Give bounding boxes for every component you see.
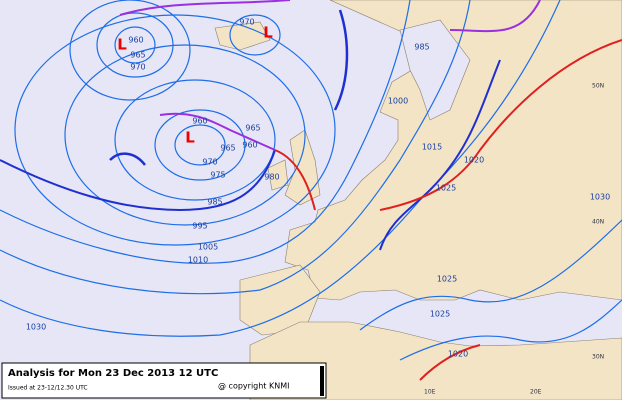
baltic-sea [399,19,471,121]
pressure-center: L [185,129,195,147]
isobar [14,14,336,246]
africa [249,321,622,400]
isobar-label: 985 [414,43,429,52]
occluded-front [119,0,291,16]
isobar [0,0,411,264]
isobar [114,26,156,64]
isobar [64,44,306,226]
isobar-label: 960 [242,141,257,150]
isobar [229,14,281,56]
isobar-label: 1015 [422,143,442,152]
isobar-label: 970 [130,63,145,72]
ireland [267,159,289,191]
isobar-label: 965 [220,144,235,153]
occluded-front [159,112,276,151]
isobar [69,0,191,101]
iceland [214,21,271,51]
isobar-label: 965 [130,51,145,60]
isobar-label: 970 [202,158,217,167]
issued: Issued at 23-12/12.30 UTC [8,385,88,392]
isobar-label: 1000 [388,97,408,106]
legend-box [1,362,327,399]
title: Analysis for Mon 23 Dec 2013 12 UTC [8,368,218,379]
trough [333,9,349,111]
grid-label: 50N [592,83,604,90]
isobar-label: 1005 [198,243,218,252]
isobars [0,0,622,361]
isobar [359,219,622,331]
isobar-label: 1020 [464,156,484,165]
isobar-label: 1025 [436,184,456,193]
warm-front [419,344,481,381]
grid-label: 30N [592,354,604,361]
isobar-label: 960 [192,117,207,126]
isobar [174,124,226,166]
isobar-label: 975 [210,171,225,180]
isobar-label: 1010 [188,256,208,265]
isobar-label: 1030 [590,193,610,202]
isobar-label: 980 [264,173,279,182]
isobar [154,109,246,181]
europe [284,0,622,301]
isobar [114,79,276,201]
grid-label: 10E [424,389,436,396]
isobar [0,0,471,295]
grid-label: 40N [592,219,604,226]
warm-front [274,149,316,211]
grid-label: 20E [530,389,542,396]
isobar [0,0,561,337]
copyright: @ copyright KNMI [218,382,289,391]
isobar-label: 1020 [448,350,468,359]
pressure-center: L [117,36,127,54]
legend-bar [320,366,324,396]
trough [109,152,146,166]
isobar [399,299,622,361]
isobar-label: 1025 [430,310,450,319]
isobar-label: 1030 [26,323,46,332]
land [214,0,622,400]
isobar-label: 985 [207,198,222,207]
fronts [0,0,622,381]
isobar-label: 970 [239,18,254,27]
isobar-label: 965 [245,124,260,133]
isobar-label: 960 [128,36,143,45]
isobar-label: 1025 [437,275,457,284]
occluded-front [449,0,541,33]
warm-front [379,39,622,211]
pressure-center: L [263,24,273,42]
cold-front [0,149,276,212]
cold-front [379,59,501,251]
isobar-label: 995 [192,222,207,231]
